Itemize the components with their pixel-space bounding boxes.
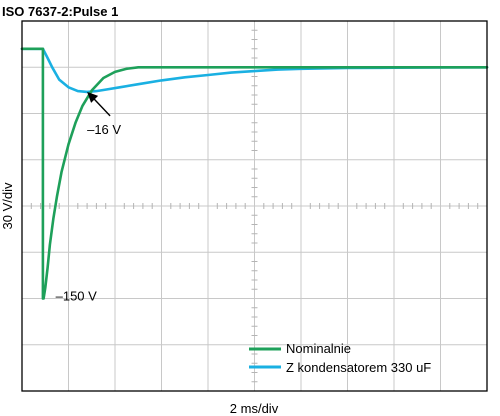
legend-label-kondensator: Z kondensatorem 330 uF bbox=[286, 360, 431, 375]
legend-label-nominalnie: Nominalnie bbox=[286, 341, 351, 356]
chart-legend: Nominalnie Z kondensatorem 330 uF bbox=[249, 341, 431, 375]
chart-title: ISO 7637-2:Pulse 1 bbox=[2, 4, 118, 19]
y-axis-label: 30 V/div bbox=[0, 182, 15, 229]
annotation-minus-150v: –150 V bbox=[56, 289, 98, 304]
plot-frame bbox=[21, 20, 488, 392]
annotation-group: –16 V –150 V bbox=[56, 91, 121, 304]
annotation-minus-16v: –16 V bbox=[87, 122, 121, 137]
annotation-arrow-shaft bbox=[91, 96, 111, 117]
chart-grid bbox=[22, 21, 487, 391]
chart-series-group bbox=[20, 47, 489, 300]
annotation-arrow-head bbox=[87, 91, 99, 103]
series-line-nominalnie bbox=[20, 47, 489, 300]
x-axis-label: 2 ms/div bbox=[230, 401, 279, 416]
